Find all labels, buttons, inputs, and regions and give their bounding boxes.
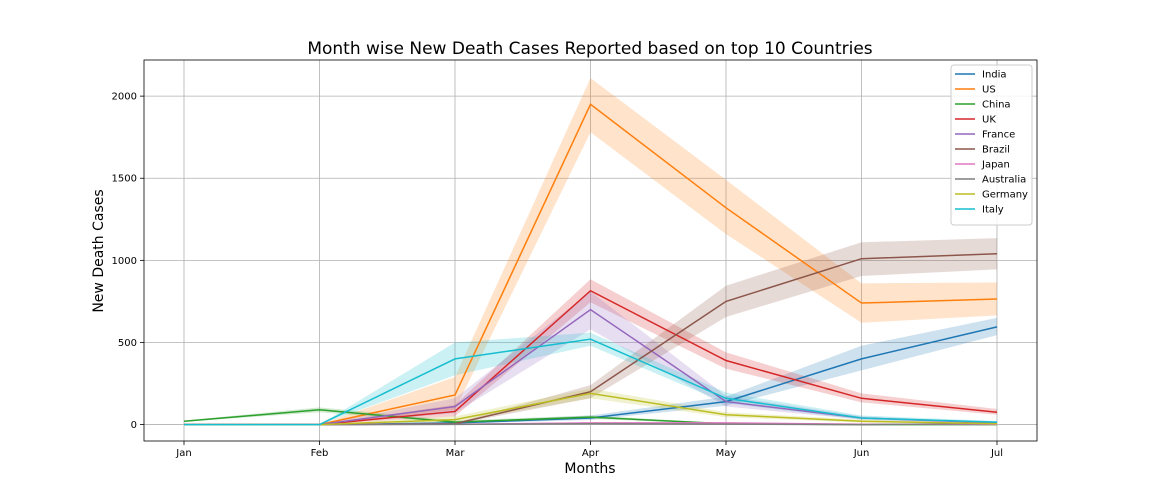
y-axis-title: New Death Cases bbox=[91, 189, 107, 312]
legend-label-uk: UK bbox=[982, 115, 996, 126]
legend-label-india: India bbox=[982, 70, 1007, 81]
x-tick-label: Jul bbox=[990, 448, 1003, 459]
band-india bbox=[184, 317, 997, 425]
y-tick-label: 1500 bbox=[112, 174, 137, 185]
x-tick-label: Apr bbox=[582, 448, 600, 459]
series-lines bbox=[183, 103, 998, 426]
legend: India US China UK France Brazil Japan Australia… bbox=[950, 64, 1033, 226]
y-tick-label: 500 bbox=[118, 338, 137, 349]
legend-label-us: US bbox=[982, 85, 996, 96]
y-tick-label: 2000 bbox=[112, 92, 137, 103]
x-tick-label: Feb bbox=[311, 448, 329, 459]
band-china bbox=[184, 407, 997, 425]
legend-box bbox=[950, 64, 1033, 226]
y-tick-label: 0 bbox=[131, 420, 137, 431]
x-tick-label: Mar bbox=[446, 448, 466, 459]
band-france bbox=[184, 291, 997, 425]
x-tick-label: Jun bbox=[853, 448, 870, 459]
legend-label-china: China bbox=[982, 100, 1011, 111]
legend-label-australia: Australia bbox=[982, 175, 1026, 186]
y-tick-label: 1000 bbox=[112, 256, 137, 267]
legend-label-germany: Germany bbox=[982, 190, 1028, 201]
grid-lines bbox=[144, 60, 1037, 441]
x-tick-label: Jan bbox=[175, 448, 191, 459]
band-brazil bbox=[184, 238, 997, 425]
axis-ticks: Jan Feb Mar Apr May Jun Jul 0 500 1000 1500 2000 bbox=[112, 92, 1003, 459]
series-line-italy bbox=[184, 338, 998, 426]
legend-label-japan: Japan bbox=[981, 160, 1010, 171]
legend-label-brazil: Brazil bbox=[982, 145, 1010, 156]
legend-label-italy: Italy bbox=[982, 205, 1004, 216]
legend-label-france: France bbox=[982, 130, 1015, 141]
chart-title: Month wise New Death Cases Reported base… bbox=[307, 39, 872, 59]
x-tick-label: May bbox=[716, 448, 737, 459]
x-axis-title: Months bbox=[564, 461, 615, 477]
band-germany bbox=[184, 388, 997, 425]
